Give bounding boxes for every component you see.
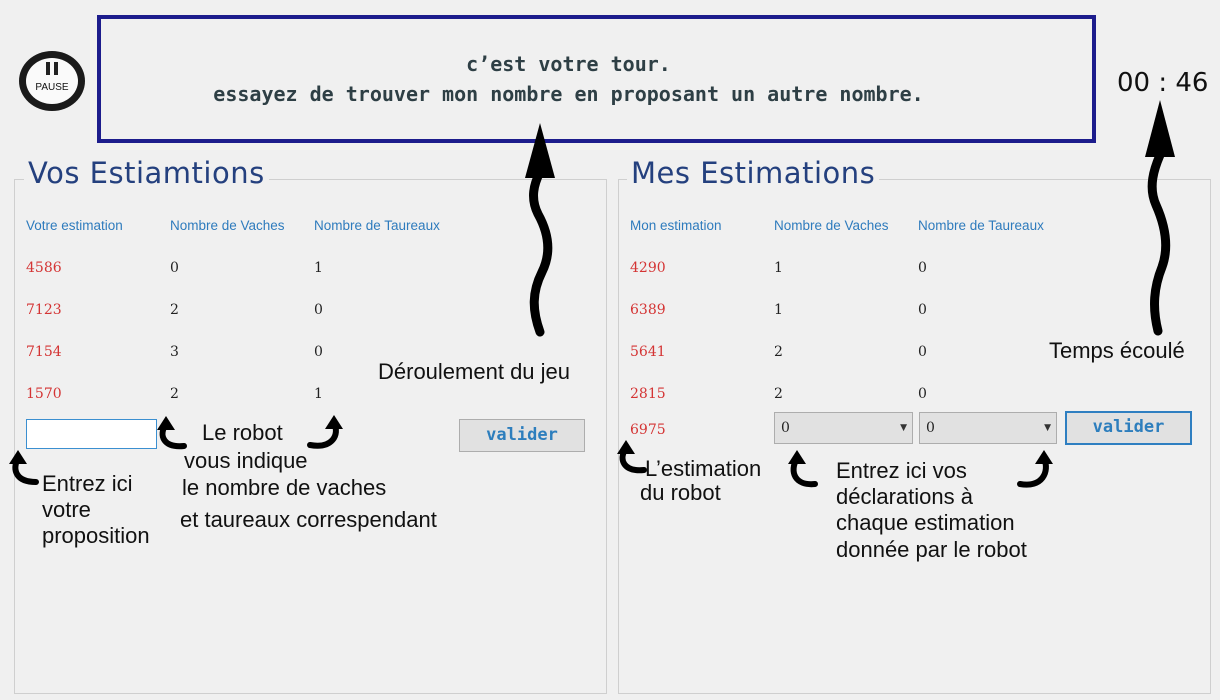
- validate-declaration-button[interactable]: valider: [1065, 411, 1192, 445]
- your-estimations-group: [14, 179, 607, 694]
- annotation-declaration-line: donnée par le robot: [836, 537, 1027, 562]
- right-row-taureaux: 0: [918, 302, 927, 318]
- right-row-taureaux: 0: [918, 344, 927, 360]
- right-row-vaches: 1: [774, 260, 783, 276]
- col-header-taureaux: Nombre de Taureaux: [314, 218, 440, 233]
- left-row-vaches: 0: [170, 260, 179, 276]
- vaches-select[interactable]: 0 ▼: [774, 412, 913, 444]
- pause-button[interactable]: PAUSE: [18, 50, 86, 112]
- annotation-declaration-line: Entrez ici vos: [836, 458, 967, 483]
- annotation-input-line: Entrez ici: [42, 471, 133, 496]
- col-header-guess: Mon estimation: [630, 218, 722, 233]
- message-panel: [97, 15, 1096, 143]
- curved-arrow-icon: [157, 416, 187, 450]
- left-row-guess: 1570: [26, 386, 62, 402]
- timer: 00 : 46: [1117, 68, 1209, 98]
- left-row-taureaux: 1: [314, 260, 323, 276]
- right-row-guess: 2815: [630, 386, 666, 402]
- turn-message: c’est votre tour.: [466, 52, 671, 76]
- left-row-guess: 4586: [26, 260, 62, 276]
- left-row-taureaux: 0: [314, 302, 323, 318]
- annotation-robot-line: vous indique: [184, 448, 308, 473]
- annotation-temps: Temps écoulé: [1049, 338, 1185, 363]
- left-row-vaches: 2: [170, 386, 179, 402]
- my-estimations-group: [618, 179, 1211, 694]
- taureaux-select-value: 0: [926, 420, 935, 436]
- robot-current-guess: 6975: [630, 422, 666, 438]
- left-row-vaches: 3: [170, 344, 179, 360]
- dropdown-arrow-icon: ▼: [900, 423, 907, 433]
- annotation-declaration-line: chaque estimation: [836, 510, 1015, 535]
- annotation-robot-estimate-line: L’estimation: [645, 456, 762, 481]
- arrow-up-icon: [525, 123, 555, 337]
- col-header-guess: Votre estimation: [26, 218, 123, 233]
- curved-arrow-icon: [9, 450, 39, 485]
- pause-icon: PAUSE: [19, 51, 85, 111]
- annotation-robot-line: Le robot: [202, 420, 283, 445]
- left-row-vaches: 2: [170, 302, 179, 318]
- col-header-vaches: Nombre de Vaches: [170, 218, 285, 233]
- guess-input[interactable]: [26, 419, 157, 449]
- right-row-vaches: 2: [774, 386, 783, 402]
- curved-arrow-icon: [617, 440, 647, 474]
- right-row-taureaux: 0: [918, 260, 927, 276]
- annotation-robot-line: et taureaux correspendant: [180, 507, 437, 532]
- annotation-robot-estimate-line: du robot: [640, 480, 721, 505]
- annotation-input-line: proposition: [42, 523, 150, 548]
- left-row-taureaux: 1: [314, 386, 323, 402]
- your-estimations-title: Vos Estiamtions: [24, 156, 269, 190]
- right-row-vaches: 1: [774, 302, 783, 318]
- right-row-guess: 5641: [630, 344, 666, 360]
- annotation-input-line: votre: [42, 497, 91, 522]
- left-row-guess: 7154: [26, 344, 62, 360]
- svg-text:PAUSE: PAUSE: [35, 82, 68, 93]
- right-row-guess: 6389: [630, 302, 666, 318]
- right-row-guess: 4290: [630, 260, 666, 276]
- right-row-taureaux: 0: [918, 386, 927, 402]
- annotation-declaration-line: déclarations à: [836, 484, 973, 509]
- curved-arrow-icon: [788, 450, 818, 488]
- right-row-vaches: 2: [774, 344, 783, 360]
- left-row-taureaux: 0: [314, 344, 323, 360]
- col-header-vaches: Nombre de Vaches: [774, 218, 889, 233]
- validate-guess-button[interactable]: valider: [459, 419, 585, 452]
- col-header-taureaux: Nombre de Taureaux: [918, 218, 1044, 233]
- annotation-deroulement: Déroulement du jeu: [378, 359, 571, 384]
- arrow-up-icon: [1145, 100, 1175, 336]
- vaches-select-value: 0: [781, 420, 790, 436]
- curved-arrow-icon: [307, 415, 343, 449]
- left-row-guess: 7123: [26, 302, 62, 318]
- dropdown-arrow-icon: ▼: [1044, 423, 1051, 433]
- curved-arrow-icon: [1017, 450, 1053, 488]
- my-estimations-title: Mes Estimations: [627, 156, 880, 190]
- instruction-message: essayez de trouver mon nombre en proposa…: [213, 82, 924, 106]
- taureaux-select[interactable]: 0 ▼: [919, 412, 1057, 444]
- annotation-robot-line: le nombre de vaches: [182, 475, 387, 500]
